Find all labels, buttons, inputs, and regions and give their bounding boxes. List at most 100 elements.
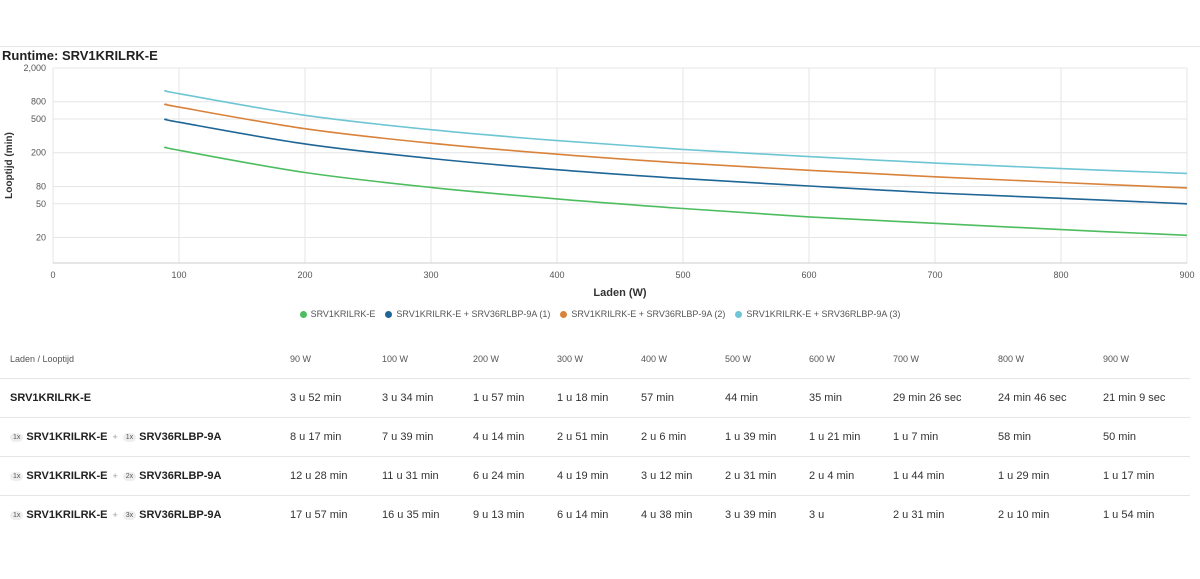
y-tick-label: 50: [36, 199, 46, 209]
table-cell: 9 u 13 min: [473, 509, 525, 522]
table-cell: 7 u 39 min: [382, 431, 434, 443]
legend-marker-icon: [299, 310, 307, 318]
series-line: [164, 90, 1188, 175]
table-cell: 1 u 57 min: [473, 392, 525, 404]
chart-legend: SRV1KRILRK-E SRV1KRILRK-E + SRV36RLBP-9A …: [0, 309, 1200, 319]
model-name: SRV1KRILRK-E: [10, 392, 92, 404]
col-header: 400 W: [641, 354, 668, 364]
model-name: SRV1KRILRK-E: [26, 470, 108, 482]
legend-marker-icon: [385, 310, 393, 318]
table-cell: 44 min: [725, 392, 759, 404]
table-cell: 1 u 17 min: [1103, 470, 1155, 482]
col-header: 600 W: [809, 354, 836, 364]
row-label: 1x SRV1KRILRK-E +2x SRV36RLBP-9A: [0, 457, 290, 496]
table-row: 1x SRV1KRILRK-E +2x SRV36RLBP-9A 12 u 28 mi…: [0, 456, 1190, 496]
col-header: 300 W: [557, 354, 584, 364]
x-tick-label: 100: [171, 270, 186, 280]
col-header: 500 W: [725, 354, 752, 364]
plus-icon: +: [112, 432, 118, 442]
runtime-table: Laden / Looptijd 90 W 100 W 200 W 300 W …: [0, 340, 1190, 535]
table-cell: 3 u 12 min: [641, 470, 693, 482]
x-tick-label: 900: [1179, 270, 1194, 280]
col-header: 800 W: [998, 354, 1025, 364]
col-header: 200 W: [473, 354, 500, 364]
table-cell: 1 u 54 min: [1103, 509, 1155, 522]
table-cell: 4 u 14 min: [473, 431, 525, 443]
series-line: [164, 146, 1188, 237]
runtime-chart: 0 100 200 300 400 500 600 700 800 900 20 50 80 200 500…: [4, 63, 1195, 299]
table-cell: 3 u 52 min: [290, 392, 342, 404]
series-line: [164, 103, 1188, 189]
legend-item[interactable]: SRV1KRILRK-E + SRV36RLBP-9A (2): [560, 309, 725, 319]
table-cell: 3 u: [809, 509, 825, 522]
y-tick-label: 500: [31, 114, 46, 124]
y-tick-label: 200: [31, 148, 46, 158]
table-cell: 1 u 39 min: [725, 431, 777, 443]
model-name: SRV1KRILRK-E: [26, 509, 108, 522]
table-cell: 2 u 51 min: [557, 431, 609, 443]
y-tick-label: 2,000: [23, 63, 46, 73]
table-cell: 6 u 24 min: [473, 470, 525, 482]
x-tick-label: 200: [297, 270, 312, 280]
battery-pack-name: SRV36RLBP-9A: [139, 470, 222, 482]
x-tick-label: 700: [927, 270, 942, 280]
table-cell: 21 min 9 sec: [1103, 392, 1166, 404]
legend-label: SRV1KRILRK-E: [310, 309, 376, 319]
table-cell: 6 u 14 min: [557, 509, 609, 522]
col-header: 700 W: [893, 354, 920, 364]
x-axis-title: Laden (W): [593, 287, 646, 299]
legend-marker-icon: [735, 310, 743, 318]
table-cell: 57 min: [641, 392, 675, 404]
table-cell: 24 min 46 sec: [998, 392, 1067, 404]
table-cell: 3 u 34 min: [382, 392, 434, 404]
quantity-badge: 1x: [122, 432, 137, 442]
chart-title: Runtime: SRV1KRILRK-E: [2, 48, 158, 63]
table-cell: 1 u 7 min: [893, 431, 939, 443]
plus-icon: +: [112, 471, 118, 481]
legend-item[interactable]: SRV1KRILRK-E: [299, 309, 376, 319]
quantity-badge: 2x: [122, 471, 137, 481]
model-name: SRV1KRILRK-E: [26, 431, 108, 443]
legend-label: SRV1KRILRK-E + SRV36RLBP-9A (1): [396, 309, 551, 319]
table-cell: 17 u 57 min: [290, 509, 348, 522]
table-cell: 35 min: [809, 392, 843, 404]
table-cell: 1 u 21 min: [809, 431, 861, 443]
row-label: 1x SRV1KRILRK-E +1x SRV36RLBP-9A: [0, 418, 290, 457]
y-tick-label: 800: [31, 97, 46, 107]
row-label: SRV1KRILRK-E: [0, 379, 290, 418]
x-tick-label: 300: [423, 270, 438, 280]
row-label: 1x SRV1KRILRK-E +3x SRV36RLBP-9A: [0, 496, 290, 535]
table-row: SRV1KRILRK-E 3 u 52 min 3 u 34 min 1 u 5…: [0, 378, 1190, 418]
quantity-badge: 1x: [10, 510, 24, 520]
table-cell: 1 u 29 min: [998, 470, 1050, 482]
table-header-row: Laden / Looptijd 90 W 100 W 200 W 300 W …: [0, 340, 1190, 379]
legend-label: SRV1KRILRK-E + SRV36RLBP-9A (3): [746, 309, 901, 319]
table-cell: 2 u 31 min: [893, 509, 945, 522]
battery-pack-name: SRV36RLBP-9A: [139, 509, 222, 522]
x-tick-label: 600: [801, 270, 816, 280]
battery-pack-name: SRV36RLBP-9A: [139, 431, 222, 443]
legend-label: SRV1KRILRK-E + SRV36RLBP-9A (2): [571, 309, 726, 319]
x-tick-label: 0: [50, 270, 55, 280]
col-header: 90 W: [290, 354, 312, 364]
table-cell: 1 u 18 min: [557, 392, 609, 404]
top-divider: [0, 46, 1200, 47]
y-tick-label: 20: [36, 232, 46, 242]
y-axis-title: Looptijd (min): [4, 132, 15, 199]
table-cell: 12 u 28 min: [290, 470, 348, 482]
quantity-badge: 1x: [10, 471, 24, 481]
x-tick-label: 500: [675, 270, 690, 280]
table-cell: 2 u 10 min: [998, 509, 1050, 522]
table-cell: 2 u 31 min: [725, 470, 777, 482]
table-cell: 50 min: [1103, 431, 1137, 443]
table-row: 1x SRV1KRILRK-E +1x SRV36RLBP-9A 8 u 17 min…: [0, 417, 1190, 457]
table-header-label: Laden / Looptijd: [10, 354, 75, 364]
y-tick-label: 80: [36, 181, 46, 191]
col-header: 100 W: [382, 354, 409, 364]
plus-icon: +: [112, 510, 118, 521]
legend-item[interactable]: SRV1KRILRK-E + SRV36RLBP-9A (3): [735, 309, 900, 319]
table-cell: 4 u 38 min: [641, 509, 693, 522]
x-tick-label: 400: [549, 270, 564, 280]
legend-item[interactable]: SRV1KRILRK-E + SRV36RLBP-9A (1): [385, 309, 550, 319]
table-row: 1x SRV1KRILRK-E +3x SRV36RLBP-9A 17 u 57 mi…: [0, 495, 1190, 535]
